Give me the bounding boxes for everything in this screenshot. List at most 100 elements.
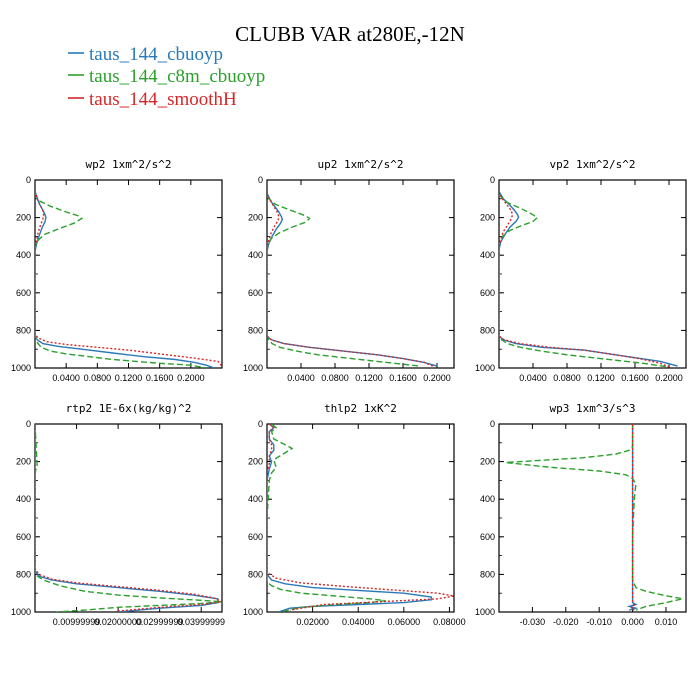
panel-title: rtp2 1E-6x(kg/kg)^2 xyxy=(66,402,192,415)
figure-title: CLUBB VAR at280E,-12N xyxy=(235,22,465,46)
series-line-taus_144_c8m_cbuoyp xyxy=(499,194,670,368)
y-tick-label: 600 xyxy=(248,532,263,542)
y-tick-label: 1000 xyxy=(475,363,495,373)
series-group xyxy=(499,190,678,368)
y-tick-label: 200 xyxy=(16,213,31,223)
panel-title: up2 1xm^2/s^2 xyxy=(317,158,403,171)
panel-5: thlp2 1xK^2 0 200 400 600 800 1000 0.02000 0.040… xyxy=(243,402,466,627)
series-line-taus_144_cbuoyp xyxy=(267,192,438,367)
plot-frame xyxy=(34,179,223,369)
y-tick-label: 600 xyxy=(16,288,31,298)
y-tick-label: 600 xyxy=(16,532,31,542)
y-tick-label: 0 xyxy=(258,175,263,185)
y-tick-label: 0 xyxy=(26,175,31,185)
y-tick-label: 1000 xyxy=(11,363,31,373)
y-tick-label: 800 xyxy=(480,325,495,335)
x-tick-label: 0.1200 xyxy=(355,373,383,383)
panel-4: rtp2 1E-6x(kg/kg)^2 0 200 400 600 800 1000 0.00… xyxy=(11,402,225,627)
y-tick-label: 200 xyxy=(480,457,495,467)
x-tick-label: 0.1600 xyxy=(621,373,649,383)
plot-frame xyxy=(498,179,687,369)
x-tick-label: 0.010 xyxy=(655,617,678,627)
x-tick-label: 0.1600 xyxy=(146,373,174,383)
series-group xyxy=(267,424,454,612)
x-tick-label: 0.2000 xyxy=(655,373,683,383)
x-tick-label: 0.0400 xyxy=(519,373,547,383)
y-tick-label: 800 xyxy=(248,325,263,335)
series-line-taus_144_c8m_cbuoyp xyxy=(267,424,386,612)
series-group xyxy=(35,424,222,612)
panel-3: vp2 1xm^2/s^2 0 200 400 600 800 1000 0.0400 0.08… xyxy=(475,158,687,383)
x-tick-label: 0.2000 xyxy=(177,373,205,383)
y-tick-label: 0 xyxy=(490,419,495,429)
x-tick-label: 0.0800 xyxy=(553,373,581,383)
x-tick-label: 0.0800 xyxy=(84,373,112,383)
x-tick-label: 0.02000 xyxy=(296,617,329,627)
series-line-taus_144_cbuoyp xyxy=(267,424,432,612)
x-tick-label: 0.0400 xyxy=(287,373,315,383)
y-tick-label: 800 xyxy=(248,569,263,579)
x-tick-label: 0.08000 xyxy=(433,617,466,627)
panel-title: wp3 1xm^3/s^3 xyxy=(549,402,635,415)
y-tick-label: 400 xyxy=(480,250,495,260)
y-tick-label: 600 xyxy=(248,288,263,298)
x-tick-label: -0.020 xyxy=(553,617,579,627)
legend-label-1: taus_144_cbuoyp xyxy=(89,44,223,65)
x-tick-label: 0.02000000 xyxy=(94,617,142,627)
x-tick-label: 0.2000 xyxy=(423,373,451,383)
series-line-taus_144_cbuoyp xyxy=(35,424,219,612)
series-line-taus_144_c8m_cbuoyp xyxy=(35,192,207,368)
x-tick-label: 0.02999999 xyxy=(136,617,184,627)
x-tick-label: 0.04000 xyxy=(342,617,375,627)
y-tick-label: 400 xyxy=(248,250,263,260)
y-tick-label: 0 xyxy=(26,419,31,429)
x-tick-label: -0.010 xyxy=(586,617,612,627)
x-tick-label: 0.1200 xyxy=(115,373,143,383)
x-tick-label: 0.0800 xyxy=(321,373,349,383)
series-line-taus_144_c8m_cbuoyp xyxy=(35,424,222,612)
x-tick-label: 0.06000 xyxy=(388,617,421,627)
x-tick-label: 0.03999999 xyxy=(177,617,225,627)
panel-title: thlp2 1xK^2 xyxy=(324,402,397,415)
y-tick-label: 600 xyxy=(480,532,495,542)
x-tick-label: 0.0400 xyxy=(52,373,80,383)
y-tick-label: 400 xyxy=(480,494,495,504)
y-tick-label: 600 xyxy=(480,288,495,298)
y-tick-label: 1000 xyxy=(243,363,263,373)
y-tick-label: 800 xyxy=(16,325,31,335)
y-tick-label: 1000 xyxy=(243,607,263,617)
panel-title: wp2 1xm^2/s^2 xyxy=(85,158,171,171)
legend-label-3: taus_144_smoothH xyxy=(89,89,237,110)
series-line-taus_144_smoothH xyxy=(267,192,434,367)
panel-1: wp2 1xm^2/s^2 0 200 400 600 800 1000 0.0400 0.08… xyxy=(11,158,223,383)
y-tick-label: 0 xyxy=(258,419,263,429)
series-line-taus_144_smoothH xyxy=(35,424,222,612)
y-tick-label: 400 xyxy=(16,494,31,504)
x-tick-label: 0.1600 xyxy=(389,373,417,383)
x-tick-label: 0.1200 xyxy=(587,373,615,383)
plot-frame xyxy=(266,423,455,613)
legend: taus_144_cbuoyp taus_144_c8m_cbuoyp taus… xyxy=(68,44,265,110)
series-group xyxy=(267,192,438,367)
panels: wp2 1xm^2/s^2 0 200 400 600 800 1000 0.0400 0.08… xyxy=(11,158,687,627)
panel-6: wp3 1xm^3/s^3 0 200 400 600 800 1000 -0.030 -0.0… xyxy=(475,402,687,627)
y-tick-label: 400 xyxy=(248,494,263,504)
plot-frame xyxy=(34,423,223,613)
y-tick-label: 1000 xyxy=(11,607,31,617)
legend-label-2: taus_144_c8m_cbuoyp xyxy=(89,66,265,87)
y-tick-label: 800 xyxy=(480,569,495,579)
series-line-taus_144_smoothH xyxy=(629,424,637,612)
y-tick-label: 200 xyxy=(480,213,495,223)
series-line-taus_144_c8m_cbuoyp xyxy=(505,424,683,611)
series-line-taus_144_c8m_cbuoyp xyxy=(267,196,421,367)
series-group xyxy=(505,424,683,612)
x-tick-label: 0.000 xyxy=(621,617,644,627)
plot-frame xyxy=(498,423,687,613)
y-tick-label: 200 xyxy=(16,457,31,467)
y-tick-label: 400 xyxy=(16,250,31,260)
panel-2: up2 1xm^2/s^2 0 200 400 600 800 1000 0.0400 0.08… xyxy=(243,158,455,383)
plot-frame xyxy=(266,179,455,369)
series-line-taus_144_smoothH xyxy=(267,424,454,611)
x-tick-label: 0.00999999 xyxy=(53,617,101,627)
y-tick-label: 0 xyxy=(490,175,495,185)
